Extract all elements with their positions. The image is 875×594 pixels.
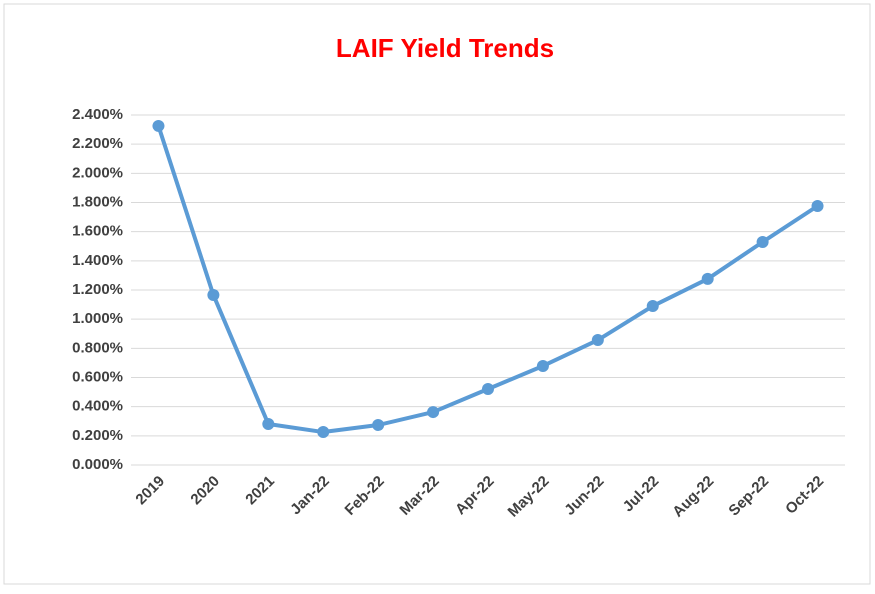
point bbox=[811, 200, 824, 212]
chart-title: LAIF Yield Trends bbox=[336, 33, 554, 63]
point bbox=[427, 406, 440, 419]
y-tick-label: 0.400% bbox=[72, 398, 123, 415]
y-tick-label: 1.400% bbox=[72, 252, 123, 269]
y-tick-label: 0.800% bbox=[72, 339, 123, 356]
y-tick-label: 0.600% bbox=[72, 368, 123, 385]
point bbox=[701, 272, 714, 285]
y-tick-label: 2.200% bbox=[72, 135, 123, 152]
point bbox=[262, 418, 275, 431]
point bbox=[646, 300, 659, 313]
point bbox=[536, 359, 549, 372]
y-tick-label: 1.800% bbox=[72, 193, 123, 210]
y-tick-label: 2.000% bbox=[72, 164, 123, 181]
point bbox=[372, 419, 385, 432]
y-tick-label: 0.000% bbox=[72, 456, 123, 473]
point bbox=[317, 426, 330, 439]
y-tick-label: 1.200% bbox=[72, 281, 123, 298]
point bbox=[207, 288, 220, 301]
y-tick-label: 1.000% bbox=[72, 310, 123, 327]
point bbox=[591, 334, 604, 347]
y-tick-label: 0.200% bbox=[72, 427, 123, 444]
chart-frame bbox=[3, 3, 871, 585]
point bbox=[152, 119, 165, 132]
point bbox=[482, 383, 494, 396]
y-tick-label: 2.400% bbox=[72, 106, 123, 123]
y-tick-label: 1.600% bbox=[72, 223, 123, 240]
point bbox=[756, 236, 769, 249]
